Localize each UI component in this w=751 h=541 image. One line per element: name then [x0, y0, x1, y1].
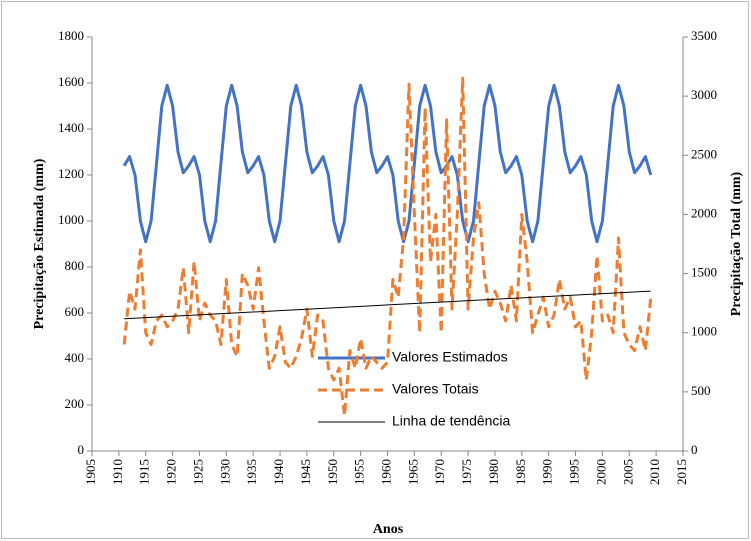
y-tick-label: 1400 [58, 120, 84, 135]
y-tick-label: 0 [78, 442, 85, 457]
series-line [122, 83, 653, 244]
y2-tick-label: 1500 [691, 265, 717, 280]
x-tick-label: 1930 [217, 459, 232, 485]
x-tick-label: 1995 [567, 459, 582, 485]
y2-tick-label: 2500 [691, 146, 717, 161]
x-tick-label: 1965 [405, 459, 420, 485]
y-tick-label: 1200 [58, 166, 84, 181]
x-tick-label: 2015 [674, 459, 689, 485]
x-tick-label: 1920 [164, 459, 179, 485]
x-tick-label: 2005 [620, 459, 635, 485]
x-axis-title: Anos [373, 522, 404, 537]
x-tick-label: 1970 [432, 459, 447, 485]
series-line [122, 76, 653, 417]
series-line [124, 290, 651, 320]
y2-tick-label: 3500 [691, 28, 717, 43]
y-tick-label: 600 [65, 304, 85, 319]
legend-label: Linha de tendência [392, 413, 511, 429]
x-tick-label: 1940 [271, 459, 286, 485]
y-tick-label: 1600 [58, 74, 84, 89]
x-tick-label: 1985 [513, 459, 528, 485]
legend-label: Valores Totais [392, 381, 479, 397]
y-tick-label: 1800 [58, 28, 84, 43]
x-tick-label: 1975 [459, 459, 474, 485]
x-tick-label: 1935 [244, 459, 259, 485]
x-tick-label: 1990 [540, 459, 555, 485]
x-tick-label: 2010 [647, 459, 662, 485]
x-tick-label: 1925 [190, 459, 205, 485]
y2-tick-label: 1000 [691, 324, 717, 339]
y-axis-title: Precipitação Estimada (mm) [32, 158, 47, 329]
y-tick-label: 800 [65, 258, 85, 273]
y-tick-label: 1000 [58, 212, 84, 227]
x-tick-label: 1955 [352, 459, 367, 485]
x-tick-label: 1980 [486, 459, 501, 485]
x-tick-label: 1950 [325, 459, 340, 485]
x-tick-label: 1945 [298, 459, 313, 485]
legend-label: Valores Estimados [392, 349, 508, 365]
x-tick-label: 1910 [110, 459, 125, 485]
y-tick-label: 400 [65, 350, 85, 365]
y-tick-label: 200 [65, 396, 85, 411]
x-tick-label: 1915 [137, 459, 152, 485]
y2-tick-label: 0 [691, 442, 698, 457]
y2-tick-label: 500 [691, 383, 711, 398]
x-tick-label: 2000 [593, 459, 608, 485]
y2-tick-label: 2000 [691, 205, 717, 220]
y2-axis-title: Precipitação Total (mm) [729, 171, 744, 316]
x-tick-label: 1905 [83, 459, 98, 485]
x-tick-label: 1960 [378, 459, 393, 485]
y2-tick-label: 3000 [691, 87, 717, 102]
